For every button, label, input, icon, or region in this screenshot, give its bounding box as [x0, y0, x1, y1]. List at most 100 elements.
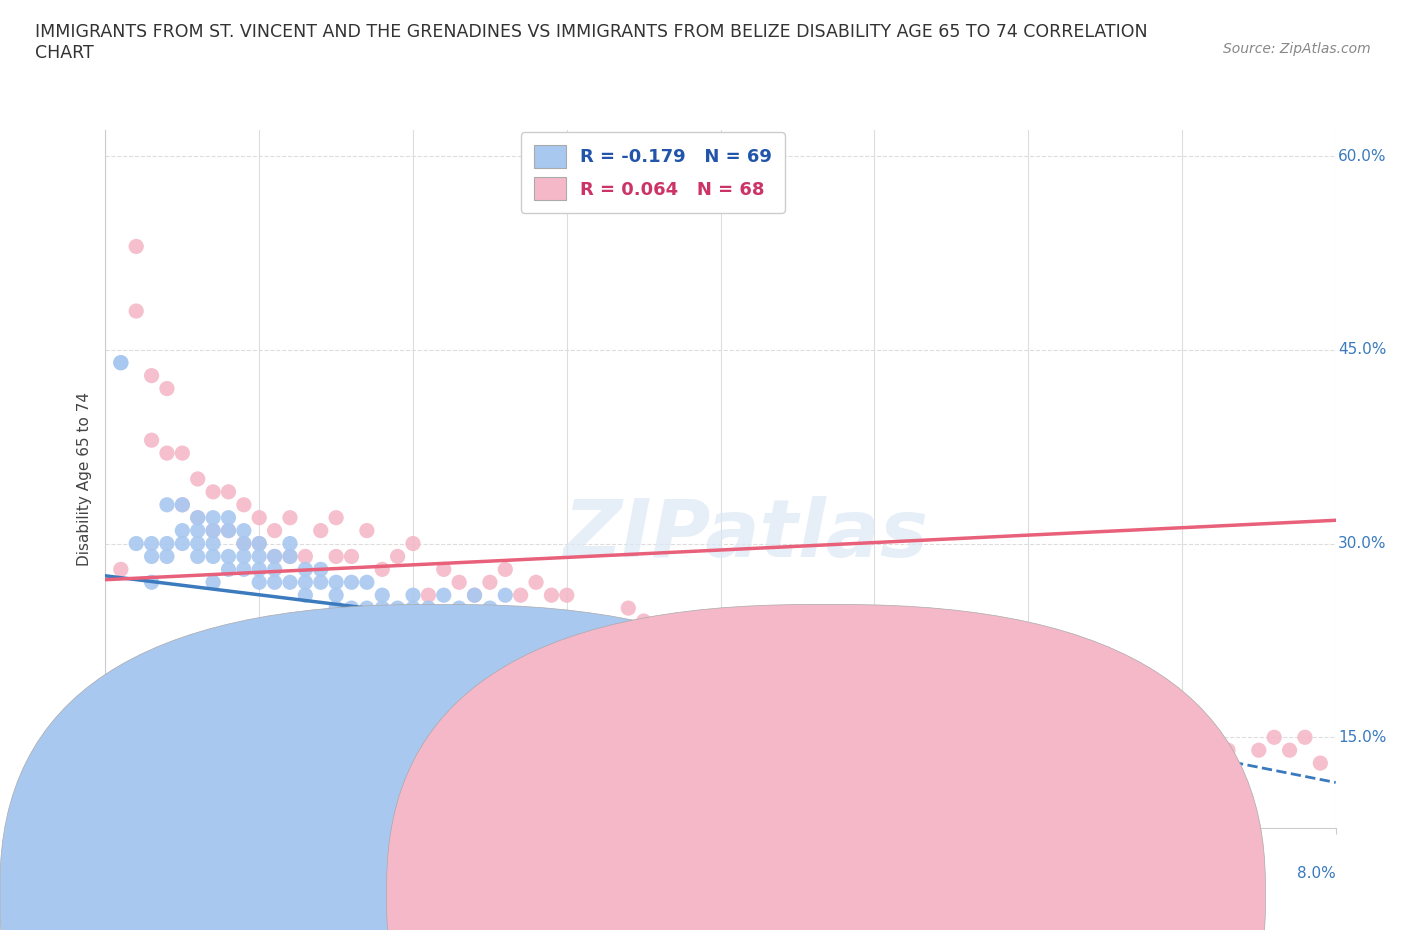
Point [172, 498, 194, 512]
Point [1125, 691, 1147, 706]
Point [247, 549, 270, 564]
Text: ZIPatlas: ZIPatlas [562, 496, 928, 574]
Point [801, 640, 824, 655]
Point [110, 355, 132, 370]
Point [278, 549, 301, 564]
Point [172, 536, 194, 551]
Point [187, 536, 209, 551]
Point [325, 549, 347, 564]
Point [356, 575, 378, 590]
Point [418, 588, 440, 603]
Point [1171, 743, 1194, 758]
Text: 30.0%: 30.0% [1339, 536, 1386, 551]
Point [586, 627, 609, 642]
Point [509, 588, 531, 603]
Point [218, 485, 240, 499]
Point [156, 549, 179, 564]
Point [125, 303, 148, 318]
Point [464, 588, 486, 603]
Point [309, 562, 332, 577]
Point [263, 575, 285, 590]
Point [172, 524, 194, 538]
Point [202, 524, 225, 538]
Point [571, 614, 593, 629]
Point [172, 445, 194, 460]
Text: 15.0%: 15.0% [1339, 730, 1386, 745]
Point [524, 614, 547, 629]
Point [294, 588, 316, 603]
Point [555, 588, 578, 603]
Point [156, 381, 179, 396]
Point [294, 549, 316, 564]
Point [141, 549, 163, 564]
Point [387, 549, 409, 564]
Point [309, 524, 332, 538]
Point [449, 601, 471, 616]
Point [294, 562, 316, 577]
Point [402, 536, 425, 551]
Point [970, 652, 993, 667]
Point [418, 601, 440, 616]
Point [202, 524, 225, 538]
Text: IMMIGRANTS FROM ST. VINCENT AND THE GRENADINES VS IMMIGRANTS FROM BELIZE DISABIL: IMMIGRANTS FROM ST. VINCENT AND THE GREN… [35, 23, 1147, 62]
Point [187, 472, 209, 486]
Point [356, 601, 378, 616]
Point [617, 601, 640, 616]
Point [187, 524, 209, 538]
Point [340, 575, 363, 590]
Point [232, 498, 254, 512]
Point [464, 588, 486, 603]
Point [202, 536, 225, 551]
Point [478, 601, 501, 616]
Point [555, 614, 578, 629]
Point [278, 536, 301, 551]
Point [278, 549, 301, 564]
Point [941, 665, 963, 680]
Point [1263, 730, 1285, 745]
Point [340, 549, 363, 564]
Point [202, 485, 225, 499]
Point [110, 355, 132, 370]
Legend: R = -0.179   N = 69, R = 0.064   N = 68: R = -0.179 N = 69, R = 0.064 N = 68 [520, 132, 785, 213]
Point [110, 562, 132, 577]
Point [247, 575, 270, 590]
Point [1294, 730, 1316, 745]
Point [1047, 640, 1070, 655]
Point [141, 432, 163, 447]
Text: Immigrants from Belize: Immigrants from Belize [848, 887, 1019, 902]
Point [202, 575, 225, 590]
Point [1309, 756, 1331, 771]
Point [325, 601, 347, 616]
Point [1017, 640, 1039, 655]
Point [278, 575, 301, 590]
Point [187, 511, 209, 525]
Point [141, 368, 163, 383]
Point [710, 627, 733, 642]
Point [832, 652, 855, 667]
Point [263, 562, 285, 577]
Point [540, 588, 562, 603]
Point [478, 575, 501, 590]
Point [187, 511, 209, 525]
Text: 60.0%: 60.0% [1339, 149, 1386, 164]
Point [478, 614, 501, 629]
Point [263, 549, 285, 564]
Point [340, 601, 363, 616]
Point [494, 562, 516, 577]
Point [232, 536, 254, 551]
Point [202, 511, 225, 525]
Point [433, 588, 456, 603]
Point [524, 575, 547, 590]
Point [371, 601, 394, 616]
Point [218, 549, 240, 564]
Point [141, 536, 163, 551]
Point [371, 588, 394, 603]
Point [309, 575, 332, 590]
Point [247, 511, 270, 525]
Point [232, 524, 254, 538]
Point [740, 640, 762, 655]
Point [371, 562, 394, 577]
Point [402, 588, 425, 603]
Point [633, 614, 655, 629]
Point [325, 511, 347, 525]
